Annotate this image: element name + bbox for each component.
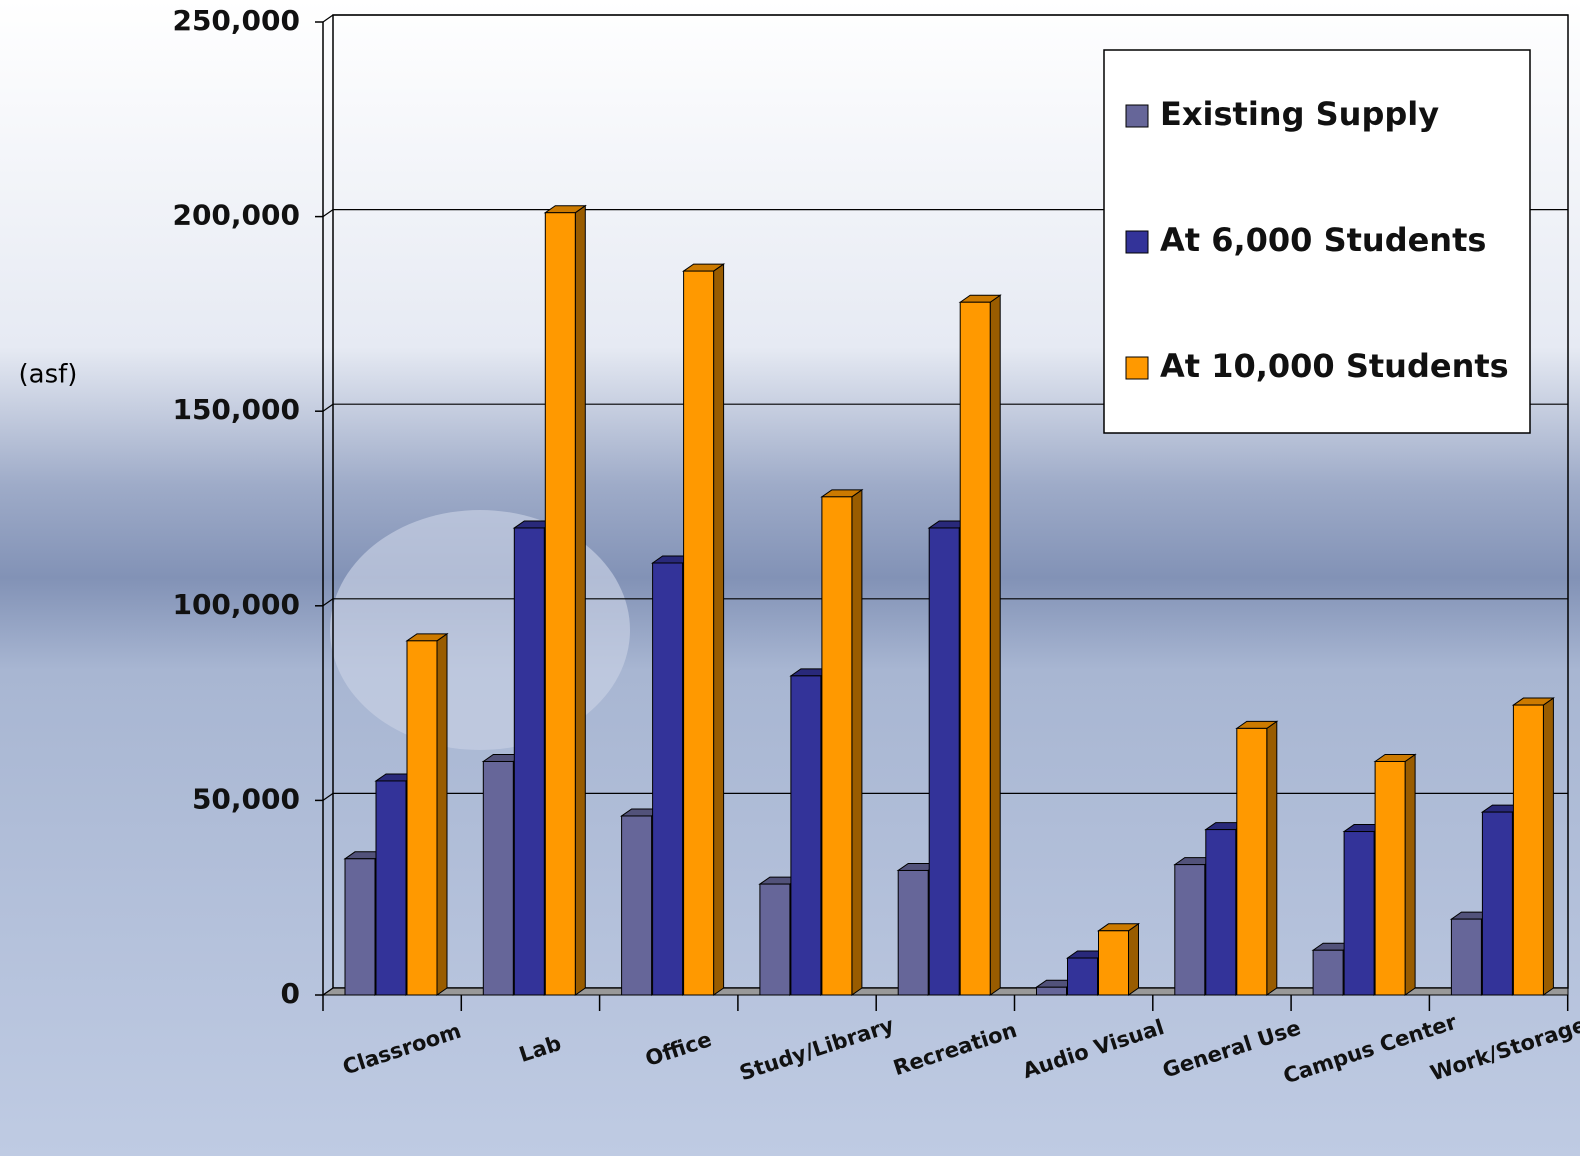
bar-side [574,204,586,996]
bar [375,780,407,996]
bar-side [436,632,448,996]
bar [1174,864,1206,996]
plot: 050,000100,000150,000200,000250,000Class… [172,4,1580,1088]
legend-label: At 10,000 Students [1160,347,1509,385]
bar [897,869,929,996]
legend-label: At 6,000 Students [1160,221,1486,259]
bar-side [851,488,863,996]
legend-swatch [1125,230,1149,254]
y-tick-label: 0 [281,977,300,1010]
bar [1312,949,1344,996]
grid-line-side [322,792,334,801]
bar [406,640,438,996]
bar [1343,831,1375,996]
legend-swatch [1125,104,1149,128]
y-tick-label: 200,000 [172,199,300,232]
bar [1512,704,1544,996]
legend-label: Existing Supply [1160,95,1439,133]
bar-side [1266,720,1278,996]
bar [683,270,715,996]
bar [1205,829,1237,996]
bar [513,527,545,996]
bar [821,496,853,996]
bar [1481,811,1513,996]
bar [790,675,822,996]
y-tick-label: 150,000 [172,393,300,426]
legend-box [1103,49,1531,434]
bar [544,212,576,996]
y-tick-label: 250,000 [172,4,300,37]
grid-line-side [322,209,334,218]
bar [621,815,653,996]
bar [1236,727,1268,996]
bar [759,883,791,996]
bar [482,760,514,996]
grid-line-side [322,598,334,607]
bar-side [713,263,725,996]
legend: Existing Supply At 6,000 Students At 10,00… [1103,49,1531,434]
bar-side [1542,697,1554,996]
bar [1067,957,1098,996]
y-tick-label: 50,000 [192,782,300,815]
bar [1098,930,1129,996]
bar-side [989,294,1001,996]
bar [344,858,376,996]
bar-side [1404,753,1416,996]
bar-side [1128,922,1139,996]
grid-line-side [322,403,334,412]
bar [1450,918,1482,996]
bar [1036,986,1067,996]
bar [959,301,991,996]
bar [1374,760,1406,996]
grid-line-side [322,14,334,23]
bar [928,527,960,996]
bar [652,562,684,996]
legend-swatch [1125,356,1149,380]
y-tick-label: 100,000 [172,588,300,621]
y-axis-label: (asf) [19,360,78,390]
grid-line-side [322,987,334,996]
